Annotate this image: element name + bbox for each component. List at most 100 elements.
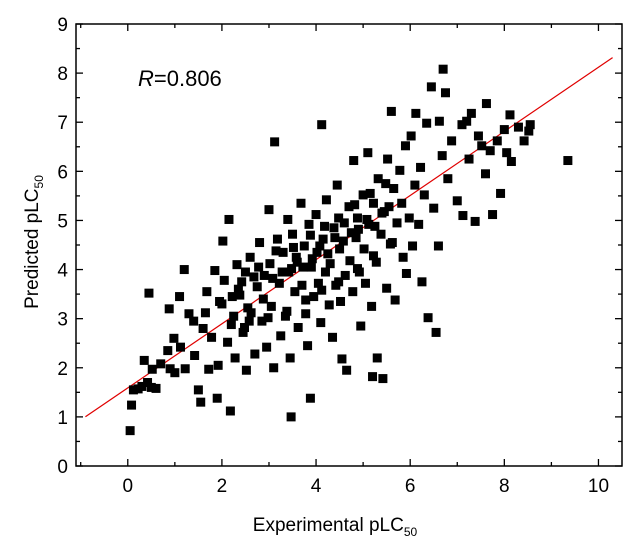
data-point <box>190 351 200 360</box>
data-point <box>410 180 420 190</box>
data-point <box>481 99 491 109</box>
y-tick-label: 6 <box>57 162 68 183</box>
data-point <box>320 221 330 231</box>
data-point <box>258 294 268 304</box>
data-point <box>240 323 250 333</box>
y-tick-label: 7 <box>57 113 68 134</box>
data-point <box>285 353 295 363</box>
r-annotation: R=0.806 <box>138 66 222 91</box>
data-point <box>254 262 264 272</box>
data-point <box>477 141 487 151</box>
data-point <box>175 292 185 302</box>
data-point <box>218 236 228 246</box>
data-point <box>200 308 210 318</box>
data-point <box>144 288 154 298</box>
data-point <box>513 122 523 132</box>
x-tick-label: 6 <box>405 476 416 497</box>
data-point <box>274 278 284 288</box>
data-point <box>255 238 265 248</box>
x-tick-label: 10 <box>588 476 609 497</box>
data-point <box>283 214 293 224</box>
data-point <box>245 252 255 262</box>
data-point <box>502 148 512 158</box>
data-point <box>334 213 344 223</box>
y-tick-label: 3 <box>57 310 68 331</box>
data-point <box>311 210 321 220</box>
data-point <box>365 188 375 198</box>
data-point <box>499 125 509 135</box>
data-point <box>364 219 374 229</box>
data-point <box>318 234 328 244</box>
data-point <box>381 179 391 189</box>
data-point <box>395 165 405 175</box>
data-point <box>452 196 462 206</box>
data-point <box>382 283 392 293</box>
data-point <box>324 300 334 310</box>
data-point <box>139 355 149 365</box>
data-point <box>316 318 326 328</box>
data-point <box>429 203 439 213</box>
data-point <box>163 346 173 356</box>
data-point <box>348 287 358 297</box>
data-point <box>411 108 421 118</box>
y-tick-label: 5 <box>57 211 68 232</box>
data-point <box>422 118 432 128</box>
data-point <box>423 313 433 323</box>
data-point <box>280 311 290 321</box>
data-point <box>345 256 355 266</box>
data-point <box>278 247 288 257</box>
data-point <box>563 156 573 166</box>
data-point <box>390 295 400 305</box>
data-point <box>225 406 235 416</box>
data-point <box>342 365 352 375</box>
data-point <box>433 241 443 251</box>
data-point <box>339 218 349 228</box>
data-point <box>219 275 229 285</box>
data-point <box>466 108 476 118</box>
data-point <box>296 198 306 208</box>
data-point <box>353 224 363 234</box>
data-point <box>264 205 274 215</box>
data-point <box>443 174 453 184</box>
y-axis-label-main: Predicted pLC <box>22 188 43 308</box>
data-point <box>246 308 256 318</box>
data-point <box>269 363 279 373</box>
data-point <box>338 236 348 246</box>
data-point <box>464 154 474 164</box>
y-axis-label: Predicted pLC50 <box>22 175 46 309</box>
x-axis-label-main: Experimental pLC <box>253 515 404 536</box>
data-point <box>492 136 502 146</box>
data-point <box>306 262 316 272</box>
data-point <box>252 282 262 292</box>
data-point <box>440 88 450 98</box>
data-point <box>156 359 166 369</box>
data-point <box>401 268 411 278</box>
data-point <box>334 277 344 287</box>
data-point <box>358 190 368 200</box>
ticks-layer <box>76 23 622 467</box>
data-point <box>313 278 323 288</box>
data-point <box>215 296 225 306</box>
data-point <box>288 242 298 252</box>
data-point <box>362 214 372 224</box>
data-point <box>315 241 325 251</box>
data-point <box>437 151 447 161</box>
y-tick-label: 0 <box>57 457 68 478</box>
data-point <box>376 229 386 239</box>
data-point <box>262 342 272 352</box>
data-point <box>307 254 317 264</box>
data-point <box>304 219 314 229</box>
data-point <box>230 353 240 363</box>
data-point <box>233 284 243 294</box>
data-point <box>270 137 280 147</box>
data-point <box>351 233 361 243</box>
data-point <box>488 210 498 220</box>
data-point <box>359 244 369 254</box>
data-point <box>372 353 382 363</box>
data-point <box>400 141 410 151</box>
data-point <box>263 313 273 323</box>
points-layer <box>125 64 573 436</box>
data-point <box>384 202 394 212</box>
data-point <box>336 296 346 306</box>
